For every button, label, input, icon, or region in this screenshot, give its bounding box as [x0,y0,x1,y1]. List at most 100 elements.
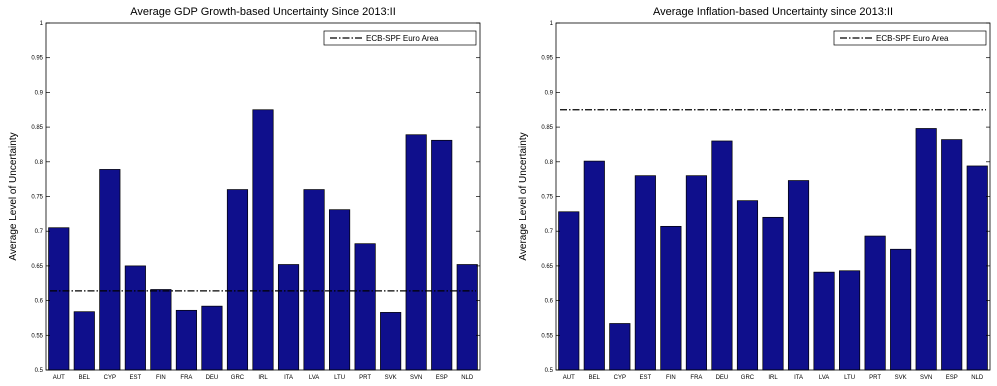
bar-deu [201,305,223,371]
y-axis-label: Average Level of Uncertainty [8,132,19,260]
bar-svk [890,248,912,371]
bar-aut [558,211,580,371]
x-tick-label: ESP [436,375,448,381]
x-tick-label: EST [640,375,652,381]
y-tick-label: 0.6 [545,299,554,305]
x-tick-label: SVN [920,375,932,381]
x-tick-label: PRT [869,375,881,381]
x-tick-label: AUT [563,375,575,381]
x-tick-label: CYP [104,375,116,381]
y-tick-label: 0.85 [541,125,553,131]
x-tick-label: LTU [334,375,345,381]
bar-cyp [99,169,121,371]
x-tick-label: FRA [690,375,702,381]
x-tick-label: FRA [180,375,192,381]
x-tick-label: GRC [741,375,755,381]
x-tick-label: PRT [359,375,371,381]
chart-gdp-uncertainty: Average GDP Growth-based Uncertainty Sin… [8,6,481,381]
y-tick-label: 0.7 [35,229,44,235]
y-tick-label: 0.5 [545,368,554,374]
bar-svk [380,312,402,371]
x-tick-label: ESP [946,375,958,381]
chart-inflation-uncertainty: Average Inflation-based Uncertainty sinc… [518,6,991,381]
y-tick-label: 0.8 [35,160,44,166]
x-tick-label: DEU [206,375,219,381]
x-tick-label: SVK [895,375,907,381]
x-tick-label: FIN [666,375,676,381]
y-axis-label: Average Level of Uncertainty [518,132,529,260]
bar-grc [226,189,249,371]
bar-fra [175,309,197,371]
bar-esp [431,139,453,371]
x-tick-label: GRC [231,375,245,381]
bar-ita [277,264,300,371]
y-tick-label: 0.65 [541,264,553,270]
bar-irl [252,109,274,371]
bar-nld [456,264,478,371]
bar-bel [583,160,605,371]
bar-bel [73,311,95,371]
bar-prt [354,243,376,371]
bar-ita [787,180,810,371]
x-tick-label: ITA [794,375,803,381]
bar-lva [303,189,325,371]
x-tick-label: EST [130,375,142,381]
y-tick-label: 0.9 [545,90,554,96]
bar-ltu [329,209,351,371]
bar-irl [762,216,784,371]
x-tick-label: SVN [410,375,422,381]
y-tick-label: 0.85 [31,125,43,131]
bar-lva [813,271,835,371]
x-tick-label: SVK [385,375,397,381]
y-tick-label: 1 [40,21,44,27]
bar-cyp [609,323,631,371]
x-tick-label: DEU [716,375,729,381]
chart-title: Average Inflation-based Uncertainty sinc… [653,6,893,18]
legend-label: ECB-SPF Euro Area [876,34,949,43]
chart-title: Average GDP Growth-based Uncertainty Sin… [130,6,396,18]
x-tick-label: IRL [258,375,268,381]
x-tick-label: BEL [79,375,91,381]
y-tick-label: 0.8 [545,160,554,166]
x-tick-label: FIN [156,375,166,381]
bar-nld [966,165,988,371]
bar-svn [405,134,427,371]
bar-fra [685,175,707,371]
x-tick-label: BEL [589,375,601,381]
bar-grc [736,200,759,371]
x-tick-label: AUT [53,375,65,381]
bar-est [124,265,146,371]
y-tick-label: 0.6 [35,299,44,305]
x-tick-label: LVA [309,375,319,381]
bar-deu [711,140,733,371]
x-tick-label: IRL [768,375,778,381]
bar-svn [915,128,937,371]
y-tick-label: 0.95 [31,56,43,62]
y-tick-label: 0.5 [35,368,44,374]
bar-fin [150,289,172,371]
y-tick-label: 0.55 [541,333,553,339]
y-tick-label: 0.9 [35,90,44,96]
bar-ltu [839,270,861,371]
y-tick-label: 0.95 [541,56,553,62]
x-tick-label: NLD [971,375,984,381]
x-tick-label: LVA [819,375,829,381]
legend-label: ECB-SPF Euro Area [366,34,439,43]
bar-fin [660,225,682,371]
bar-prt [864,235,886,371]
bar-est [634,175,656,371]
y-tick-label: 0.75 [541,195,553,201]
x-tick-label: ITA [284,375,293,381]
legend-box [323,30,477,46]
bar-aut [48,227,70,371]
x-tick-label: LTU [844,375,855,381]
y-tick-label: 0.75 [31,195,43,201]
y-tick-label: 1 [550,21,554,27]
y-tick-label: 0.7 [545,229,554,235]
y-tick-label: 0.55 [31,333,43,339]
x-tick-label: NLD [461,375,474,381]
legend-box [833,30,987,46]
bar-esp [941,139,963,371]
y-tick-label: 0.65 [31,264,43,270]
x-tick-label: CYP [614,375,626,381]
